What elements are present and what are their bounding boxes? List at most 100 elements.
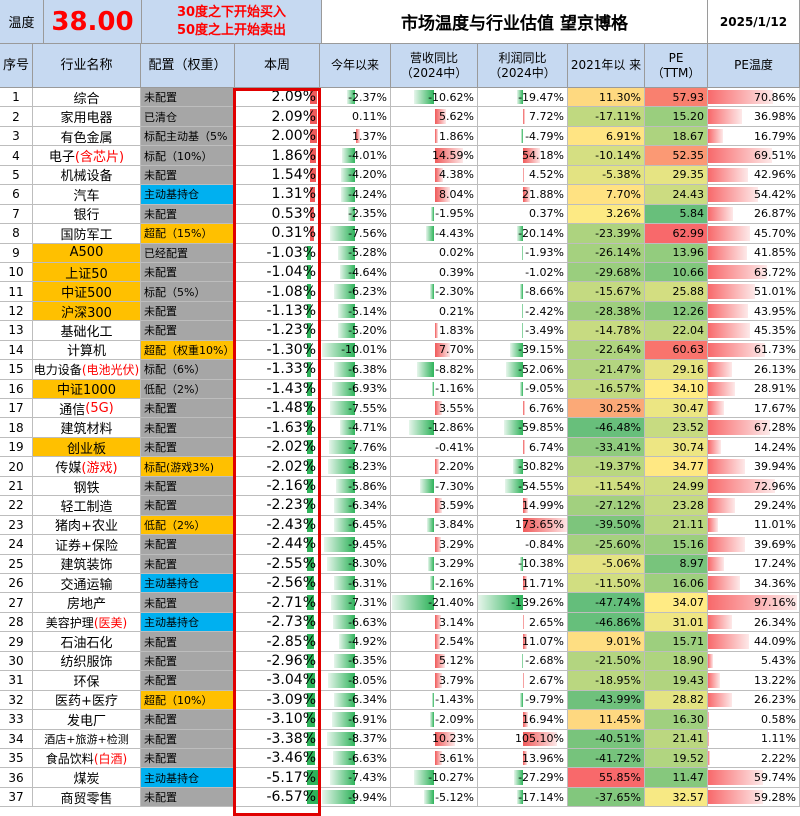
industry-name: 基础化工: [33, 321, 141, 341]
industry-name-text: 电子: [48, 150, 75, 166]
revenue-yoy: -2.16%: [391, 574, 478, 594]
revenue-yoy: 4.38%: [391, 165, 478, 186]
allocation: 标配（5%）: [141, 282, 235, 302]
pe-temperature-bar: [708, 789, 763, 805]
revenue-yoy-value: 2.20%: [439, 460, 474, 474]
ytd-change-bar: [341, 167, 356, 183]
allocation: 主动基持仓: [141, 185, 235, 205]
row-index: 16: [0, 379, 33, 400]
ytd-change-bar: [337, 245, 356, 260]
pe-temperature-value: 59.74%: [754, 771, 796, 785]
week-change-value: -2.85%: [266, 633, 316, 650]
revenue-yoy-bar: [430, 712, 435, 727]
pe-ttm: 15.20: [645, 107, 708, 127]
week-change-bar: [307, 401, 312, 416]
pe-temperature-bar: [708, 478, 776, 494]
pe-temperature: 26.13%: [708, 360, 800, 380]
ytd-change-value: -2.37%: [348, 90, 387, 104]
col-pe: PE （TTM）: [645, 44, 708, 88]
pe-temperature-bar: [708, 128, 724, 144]
week-change: -2.43%: [235, 515, 320, 536]
pe-temperature-value: 45.70%: [754, 226, 796, 240]
pe-temperature-bar: [708, 498, 735, 513]
week-change: -2.02%: [235, 437, 320, 458]
profit-yoy-bar: [516, 90, 523, 105]
industry-name: 轻工制造: [33, 496, 141, 516]
since-2021: -41.72%: [568, 748, 645, 769]
pe-temperature: 45.35%: [708, 321, 800, 341]
pe-ttm: 31.01: [645, 612, 708, 633]
profit-yoy-value: -20.14%: [518, 226, 564, 240]
week-change-value: -5.17%: [266, 769, 316, 786]
pe-temperature-bar: [708, 459, 745, 474]
profit-yoy-bar: [503, 420, 523, 435]
industry-name: A500: [33, 243, 141, 263]
industry-name: 证券+保险: [33, 535, 141, 555]
row-index: 6: [0, 185, 33, 205]
ytd-change-value: -7.56%: [348, 226, 387, 240]
week-change-bar: [307, 459, 313, 474]
week-change-value: -1.48%: [266, 400, 316, 417]
pe-temperature-bar: [708, 517, 719, 533]
ytd-change: -8.30%: [320, 554, 391, 574]
industry-name-text: 中证500: [61, 286, 112, 302]
allocation: 未配置: [141, 671, 235, 691]
profit-yoy-bar: [478, 595, 523, 610]
profit-yoy-bar: [523, 712, 529, 727]
week-change: -1.03%: [235, 243, 320, 263]
since-2021: 11.45%: [568, 710, 645, 730]
week-change: -2.85%: [235, 632, 320, 652]
revenue-yoy-value: -5.12%: [435, 790, 474, 804]
profit-yoy-bar: [523, 148, 541, 163]
ytd-change-bar: [327, 556, 356, 571]
revenue-yoy-bar: [434, 148, 464, 163]
ytd-change: -4.92%: [320, 632, 391, 652]
week-change-value: 1.86%: [271, 147, 316, 164]
profit-yoy: -19.47%: [478, 88, 568, 108]
revenue-yoy-bar: [425, 226, 435, 241]
since-2021: -47.74%: [568, 593, 645, 613]
week-change: 0.31%: [235, 224, 320, 244]
ytd-change-bar: [355, 128, 361, 144]
allocation: 标配（10%）: [141, 146, 235, 166]
revenue-yoy-value: -10.27%: [428, 771, 474, 785]
profit-yoy-bar: [523, 614, 524, 630]
ytd-change-bar: [333, 750, 356, 766]
since-2021: 3.26%: [568, 204, 645, 225]
col-pe-temp: PE温度: [708, 44, 800, 88]
revenue-yoy-value: -8.82%: [435, 362, 474, 376]
week-change: -5.17%: [235, 768, 320, 788]
row-index: 20: [0, 457, 33, 477]
row-index: 34: [0, 729, 33, 749]
ytd-change: -4.24%: [320, 185, 391, 205]
pe-ttm: 10.66: [645, 262, 708, 283]
revenue-yoy: 2.20%: [391, 457, 478, 477]
week-change-value: 2.09%: [271, 108, 316, 125]
week-change-value: -3.09%: [266, 691, 316, 708]
allocation: 未配置: [141, 729, 235, 749]
revenue-yoy: 3.14%: [391, 612, 478, 633]
industry-name-text: 沪深300: [61, 305, 112, 321]
pe-temperature-bar: [708, 245, 747, 260]
revenue-yoy-bar: [426, 517, 435, 533]
profit-yoy: 11.07%: [478, 632, 568, 652]
pe-ttm: 15.71: [645, 632, 708, 652]
since-2021: -28.38%: [568, 301, 645, 322]
profit-yoy-bar: [522, 303, 523, 319]
revenue-yoy-bar: [434, 537, 441, 552]
profit-yoy-bar: [523, 439, 526, 455]
ytd-change-bar: [334, 284, 356, 299]
profit-yoy: 173.65%: [478, 515, 568, 536]
row-index: 17: [0, 399, 33, 419]
pe-ttm: 24.43: [645, 185, 708, 205]
revenue-yoy: 14.59%: [391, 146, 478, 166]
ytd-change-bar: [330, 595, 356, 610]
revenue-yoy-value: 3.79%: [439, 673, 474, 687]
profit-yoy-value: 11.71%: [522, 576, 564, 590]
revenue-yoy: 3.29%: [391, 535, 478, 555]
allocation: 主动基持仓: [141, 574, 235, 594]
week-change: -3.46%: [235, 748, 320, 769]
ytd-change: -6.63%: [320, 612, 391, 633]
week-change-value: -1.63%: [266, 419, 316, 436]
pe-temperature: 26.87%: [708, 204, 800, 225]
